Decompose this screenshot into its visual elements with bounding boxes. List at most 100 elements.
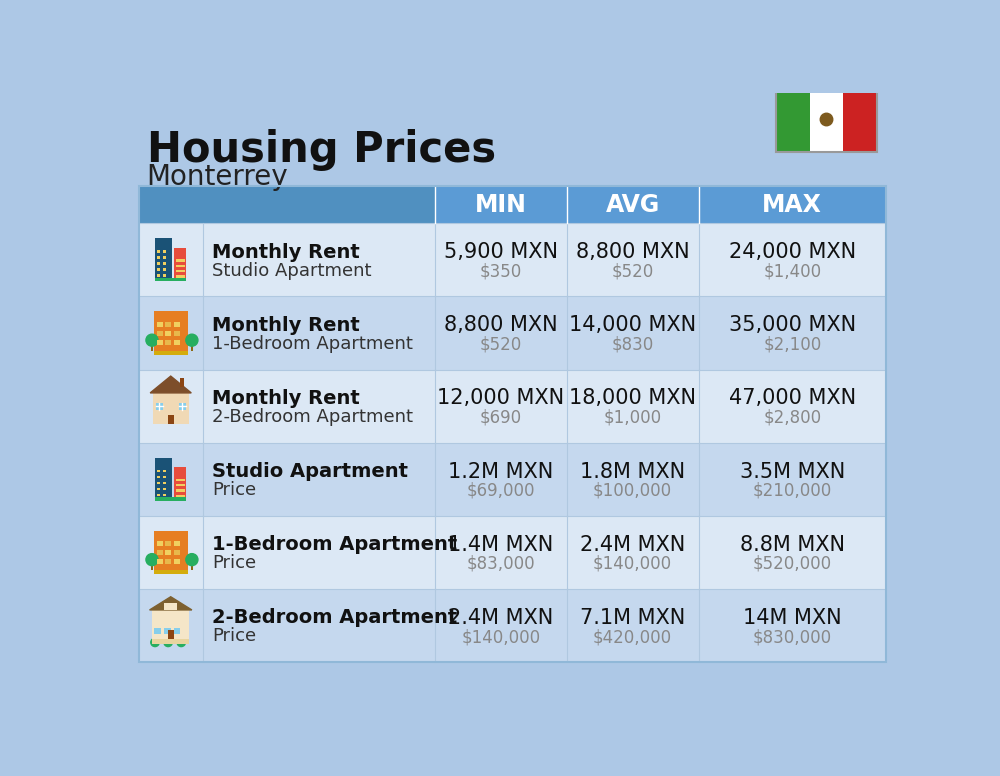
- FancyBboxPatch shape: [163, 476, 166, 478]
- Text: Monterrey: Monterrey: [147, 163, 288, 191]
- Text: 7.1M MXN: 7.1M MXN: [580, 608, 685, 628]
- FancyBboxPatch shape: [139, 186, 435, 223]
- FancyBboxPatch shape: [139, 296, 886, 369]
- FancyBboxPatch shape: [157, 541, 163, 546]
- FancyBboxPatch shape: [165, 331, 171, 336]
- Text: 14M MXN: 14M MXN: [743, 608, 842, 628]
- FancyBboxPatch shape: [843, 85, 877, 151]
- Polygon shape: [150, 597, 192, 610]
- Text: Monthly Rent: Monthly Rent: [212, 243, 360, 262]
- Text: $1,000: $1,000: [604, 409, 662, 427]
- FancyBboxPatch shape: [163, 482, 166, 484]
- Circle shape: [164, 638, 172, 646]
- Text: Monthly Rent: Monthly Rent: [212, 316, 360, 334]
- FancyBboxPatch shape: [157, 550, 163, 556]
- FancyBboxPatch shape: [139, 516, 886, 589]
- Circle shape: [151, 638, 159, 646]
- Text: Studio Apartment: Studio Apartment: [212, 262, 371, 279]
- Text: $420,000: $420,000: [593, 628, 672, 646]
- FancyBboxPatch shape: [155, 238, 172, 282]
- FancyBboxPatch shape: [157, 268, 160, 271]
- FancyBboxPatch shape: [155, 458, 172, 501]
- FancyBboxPatch shape: [165, 541, 171, 546]
- FancyBboxPatch shape: [163, 256, 166, 258]
- Text: 24,000 MXN: 24,000 MXN: [729, 242, 856, 262]
- Text: Price: Price: [212, 481, 256, 499]
- FancyBboxPatch shape: [163, 494, 166, 496]
- FancyBboxPatch shape: [165, 559, 171, 564]
- Text: $100,000: $100,000: [593, 482, 672, 500]
- FancyBboxPatch shape: [163, 268, 166, 271]
- FancyBboxPatch shape: [152, 610, 189, 639]
- Text: Monthly Rent: Monthly Rent: [212, 389, 360, 408]
- Text: Housing Prices: Housing Prices: [147, 129, 496, 171]
- FancyBboxPatch shape: [776, 85, 810, 151]
- FancyBboxPatch shape: [154, 311, 188, 351]
- Text: $520: $520: [480, 335, 522, 354]
- FancyBboxPatch shape: [176, 479, 185, 481]
- FancyBboxPatch shape: [153, 393, 189, 424]
- Circle shape: [146, 553, 158, 566]
- FancyBboxPatch shape: [139, 589, 886, 662]
- FancyBboxPatch shape: [435, 186, 886, 223]
- FancyBboxPatch shape: [174, 340, 180, 345]
- FancyBboxPatch shape: [139, 369, 886, 442]
- FancyBboxPatch shape: [176, 275, 185, 278]
- Text: 5,900 MXN: 5,900 MXN: [444, 242, 558, 262]
- FancyBboxPatch shape: [157, 331, 163, 336]
- Text: $69,000: $69,000: [467, 482, 535, 500]
- FancyBboxPatch shape: [174, 467, 186, 501]
- FancyBboxPatch shape: [154, 531, 188, 570]
- Text: Studio Apartment: Studio Apartment: [212, 462, 408, 481]
- FancyBboxPatch shape: [157, 250, 160, 253]
- FancyBboxPatch shape: [180, 379, 184, 387]
- FancyBboxPatch shape: [810, 85, 843, 151]
- Text: $830,000: $830,000: [753, 628, 832, 646]
- Text: $520: $520: [612, 262, 654, 280]
- Text: 2-Bedroom Apartment: 2-Bedroom Apartment: [212, 408, 413, 426]
- Text: 8.8M MXN: 8.8M MXN: [740, 535, 845, 555]
- FancyBboxPatch shape: [165, 340, 171, 345]
- Text: $140,000: $140,000: [593, 555, 672, 573]
- FancyBboxPatch shape: [154, 628, 161, 634]
- FancyBboxPatch shape: [157, 340, 163, 345]
- FancyBboxPatch shape: [157, 274, 160, 276]
- Text: 14,000 MXN: 14,000 MXN: [569, 315, 696, 335]
- Text: 3.5M MXN: 3.5M MXN: [740, 462, 845, 482]
- FancyBboxPatch shape: [155, 278, 186, 282]
- FancyBboxPatch shape: [176, 270, 185, 272]
- FancyBboxPatch shape: [139, 223, 886, 296]
- FancyBboxPatch shape: [157, 487, 160, 490]
- Circle shape: [146, 334, 158, 346]
- FancyBboxPatch shape: [157, 476, 160, 478]
- Text: 47,000 MXN: 47,000 MXN: [729, 389, 856, 408]
- Text: 1.8M MXN: 1.8M MXN: [580, 462, 685, 482]
- Text: 2-Bedroom Apartment: 2-Bedroom Apartment: [212, 608, 457, 627]
- FancyBboxPatch shape: [157, 482, 160, 484]
- FancyBboxPatch shape: [168, 414, 174, 424]
- FancyBboxPatch shape: [157, 321, 163, 327]
- FancyBboxPatch shape: [152, 639, 189, 643]
- FancyBboxPatch shape: [174, 331, 180, 336]
- FancyBboxPatch shape: [154, 351, 188, 355]
- Text: 2.4M MXN: 2.4M MXN: [448, 608, 554, 628]
- FancyBboxPatch shape: [174, 541, 180, 546]
- FancyBboxPatch shape: [176, 495, 185, 497]
- Text: $520,000: $520,000: [753, 555, 832, 573]
- Text: 2.4M MXN: 2.4M MXN: [580, 535, 685, 555]
- Text: $2,100: $2,100: [763, 335, 821, 354]
- FancyBboxPatch shape: [157, 469, 160, 472]
- Text: 12,000 MXN: 12,000 MXN: [437, 389, 564, 408]
- Text: $350: $350: [480, 262, 522, 280]
- FancyBboxPatch shape: [163, 262, 166, 265]
- FancyBboxPatch shape: [163, 487, 166, 490]
- Text: $690: $690: [480, 409, 522, 427]
- Text: MAX: MAX: [762, 192, 822, 217]
- FancyBboxPatch shape: [151, 345, 153, 351]
- Text: AVG: AVG: [606, 192, 660, 217]
- Text: 1.2M MXN: 1.2M MXN: [448, 462, 554, 482]
- FancyBboxPatch shape: [157, 559, 163, 564]
- FancyBboxPatch shape: [157, 494, 160, 496]
- FancyBboxPatch shape: [176, 490, 185, 492]
- Circle shape: [186, 334, 198, 346]
